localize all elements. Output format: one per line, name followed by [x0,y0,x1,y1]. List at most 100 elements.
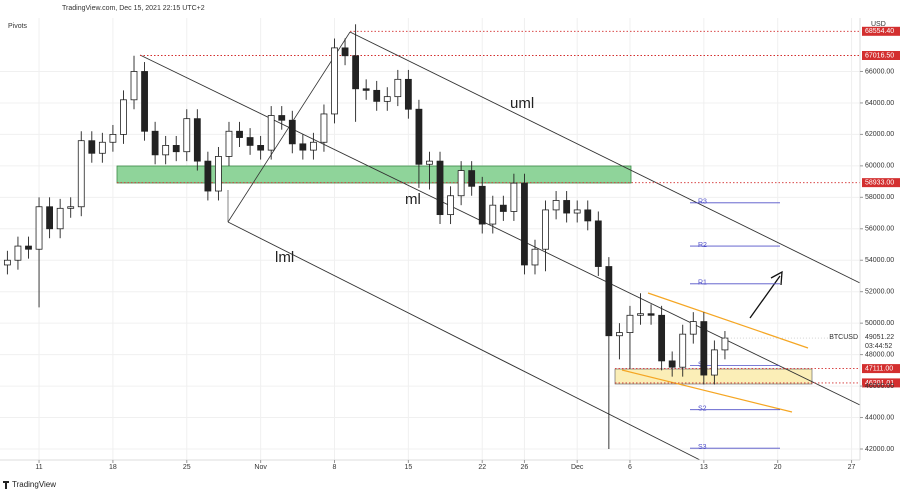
candle-body [394,78,402,98]
last-price-label: 49051.22 [865,334,894,341]
x-tick-label: 26 [521,464,529,471]
annotation: ml [405,191,421,208]
candle-body [552,200,560,211]
candle-body [193,118,201,162]
candle-body [373,89,381,102]
candle-body [616,332,623,337]
candle-body [626,314,634,333]
candle-body [689,321,697,335]
axis-labels: 42000.00 44000.00 46000.00 48000.00 50000.00… [35,68,894,471]
price-level-tag [862,26,900,36]
annotation: uml [510,95,534,112]
candle-body [426,160,433,165]
y-tick-label: 56000.00 [865,226,894,233]
price-level-label: 67016.50 [865,52,894,59]
candle-body [267,115,275,151]
candle-body [35,206,43,250]
candle-body [457,170,465,197]
candle-body [594,220,602,267]
candle-body [668,360,676,368]
candle-body [46,206,53,230]
symbol-label: BTCUSD [829,334,858,341]
candle-body [172,145,180,153]
candle-body [404,78,412,110]
price-level-tag [862,364,900,374]
y-tick-label: 58000.00 [865,194,894,201]
x-tick-label: 8 [333,464,337,471]
candle-body [436,160,444,216]
candle-body [130,71,138,101]
candle-body [584,209,592,222]
candle-body [573,209,581,214]
candle-body [478,185,486,225]
candle-body [56,207,64,230]
candle-body [658,314,666,362]
candle-body [309,141,317,151]
pivot-label: S3 [698,444,707,451]
brand-logo [3,481,9,489]
indicator-label: Pivots [8,23,28,30]
price-level-tag [862,378,900,388]
pivot-label: R2 [698,242,707,249]
y-tick-label: 52000.00 [865,289,894,296]
candle-body [531,248,539,266]
candle-body [637,313,644,316]
candle-body [510,182,518,212]
candle-body [447,195,454,216]
candle-body [468,170,476,187]
candle-body [679,333,687,368]
y-tick-label: 44000.00 [865,414,894,421]
x-tick-label: 25 [183,464,191,471]
price-level-label: 47111.00 [865,365,893,372]
candle-body [225,130,233,157]
x-tick-label: 11 [35,464,42,471]
candle-body [341,47,349,57]
brand: TradingView [12,480,56,489]
pivot-label: S2 [698,406,707,413]
candle-body [141,71,148,132]
x-tick-label: 22 [478,464,486,471]
header: TradingView.com, Dec 15, 2021 22:15 UTC+… [62,5,205,12]
candle-body [215,156,222,192]
candle-body [647,313,655,316]
countdown-label: 03:44:52 [865,343,892,350]
candle-body [151,130,159,156]
median-line [139,54,861,406]
candle-body [278,115,286,121]
candle-body [3,259,11,266]
x-tick-label: Dec [571,464,584,471]
pivot-label: R1 [698,280,707,287]
annotation: lml [275,249,294,266]
candle-body [563,200,571,214]
candle-body [236,130,243,138]
lower-median-line [227,221,701,461]
candle-body [109,133,117,143]
arrow [749,275,781,319]
candle-body [98,141,106,154]
price-level-label: 58933.00 [865,179,894,186]
candle-body [320,113,328,143]
candle-body [88,140,96,154]
candles [3,24,729,449]
candle-body [25,245,32,250]
pivot-label: R3 [698,199,707,206]
price-level-tag [862,50,900,60]
candle-body [521,182,528,266]
x-tick-label: 15 [404,464,412,471]
x-tick-label: Nov [254,464,267,471]
candle-body [542,209,549,250]
channel-bottom [621,369,793,413]
price-level-label: 68554.40 [865,28,894,35]
y-tick-label: 48000.00 [865,351,894,358]
price-level-label: 46201.01 [865,380,894,387]
candle-body [257,145,265,151]
x-tick-label: 13 [700,464,708,471]
y-tick-label: 50000.00 [865,320,894,327]
candle-body [489,204,497,225]
channel-top [647,292,809,349]
candle-body [204,160,212,192]
x-tick-label: 6 [628,464,632,471]
x-tick-label: 20 [774,464,782,471]
